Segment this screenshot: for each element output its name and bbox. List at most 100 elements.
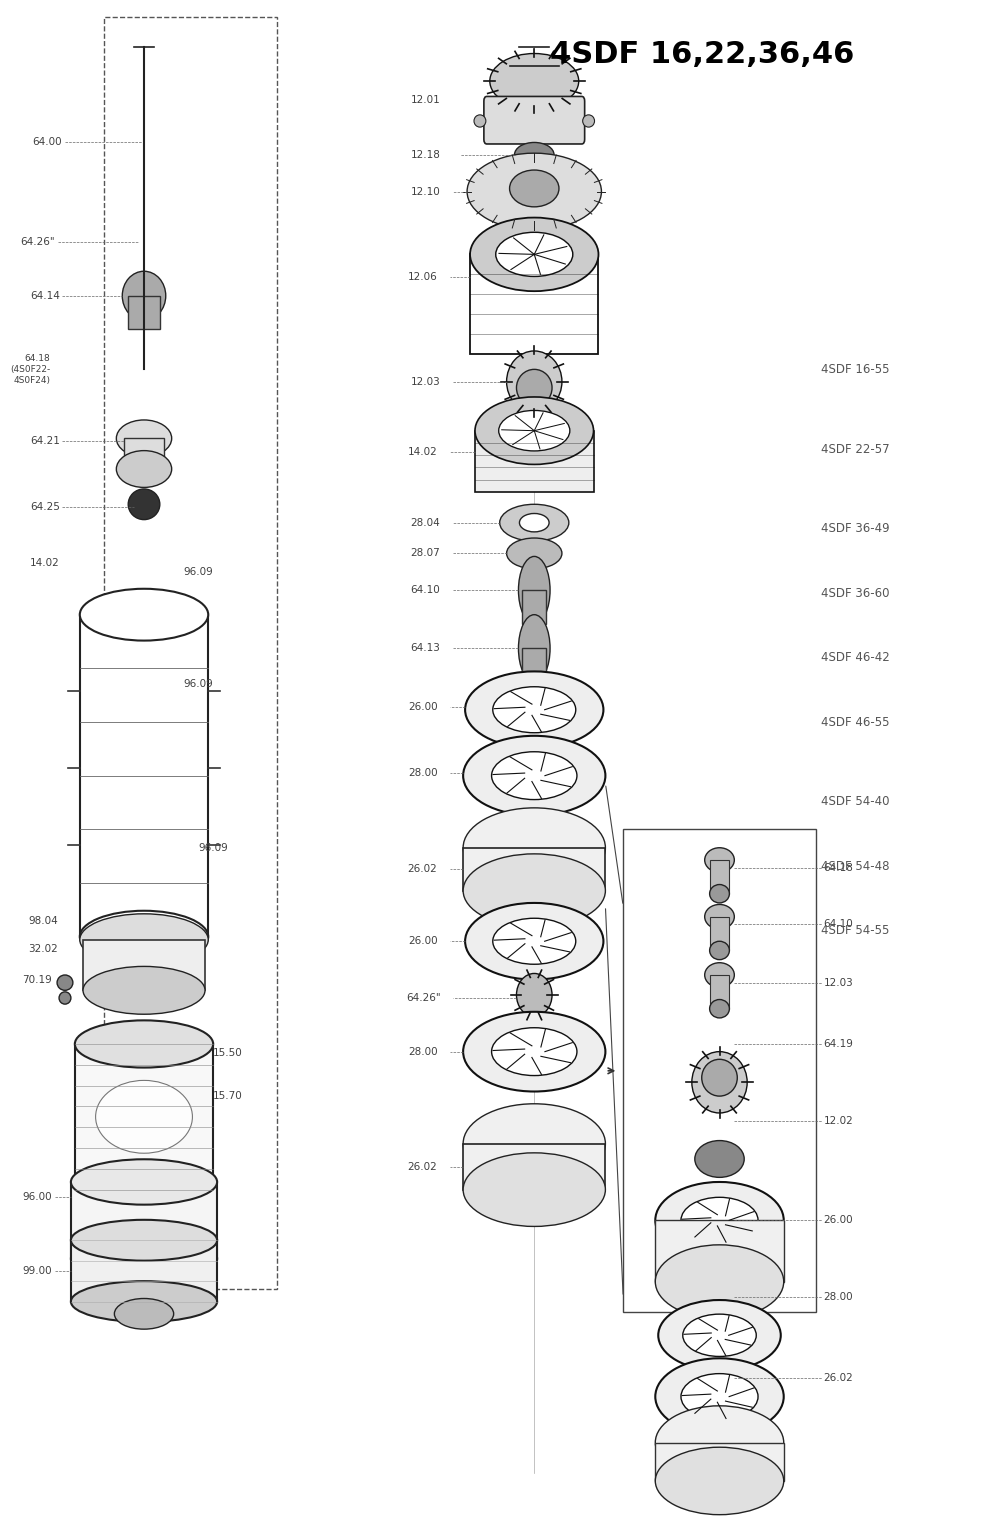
Bar: [710, 917, 729, 951]
Ellipse shape: [114, 1298, 174, 1329]
Text: 64.18
(4S0F22-
4S0F24): 64.18 (4S0F22- 4S0F24): [10, 353, 50, 386]
Bar: [710, 860, 729, 894]
Bar: [124, 438, 164, 468]
Ellipse shape: [705, 905, 734, 929]
Ellipse shape: [128, 488, 160, 519]
Ellipse shape: [116, 419, 172, 456]
Ellipse shape: [519, 513, 549, 531]
Ellipse shape: [695, 1141, 744, 1178]
Bar: [470, 255, 598, 353]
Ellipse shape: [80, 911, 208, 963]
Ellipse shape: [496, 232, 573, 276]
Bar: [80, 614, 208, 937]
Ellipse shape: [463, 1012, 605, 1092]
Text: 12.06: 12.06: [408, 272, 437, 283]
Ellipse shape: [80, 914, 208, 966]
Text: 14.02: 14.02: [408, 447, 437, 458]
Text: 28.07: 28.07: [411, 548, 440, 559]
Ellipse shape: [655, 1447, 784, 1514]
Ellipse shape: [71, 1220, 217, 1261]
Text: 28.00: 28.00: [824, 1292, 853, 1303]
Text: 26.00: 26.00: [408, 702, 437, 711]
Text: 14.02: 14.02: [30, 558, 60, 567]
Ellipse shape: [518, 614, 550, 682]
Text: 4SDF 54-40: 4SDF 54-40: [821, 796, 889, 808]
Ellipse shape: [83, 966, 205, 1014]
Ellipse shape: [655, 1405, 784, 1479]
Text: 70.19: 70.19: [22, 974, 52, 985]
Text: 12.10: 12.10: [411, 186, 440, 197]
Bar: [522, 590, 546, 624]
Ellipse shape: [474, 115, 486, 127]
Ellipse shape: [463, 1154, 605, 1226]
Ellipse shape: [510, 170, 559, 207]
Ellipse shape: [515, 143, 554, 167]
Ellipse shape: [710, 885, 729, 903]
Ellipse shape: [658, 1299, 781, 1370]
Bar: [463, 848, 605, 891]
Ellipse shape: [467, 154, 601, 230]
Text: 32.02: 32.02: [28, 945, 58, 954]
Text: 64.21: 64.21: [30, 436, 60, 447]
Bar: [71, 1183, 217, 1258]
Text: 4SDF 46-42: 4SDF 46-42: [821, 651, 890, 664]
Text: 64.26": 64.26": [20, 237, 55, 247]
Ellipse shape: [499, 410, 570, 452]
Ellipse shape: [470, 218, 598, 292]
Text: 12.18: 12.18: [411, 149, 440, 160]
Text: 4SDF 46-55: 4SDF 46-55: [821, 716, 889, 728]
Ellipse shape: [75, 1166, 213, 1213]
Text: 15.70: 15.70: [213, 1091, 243, 1101]
Ellipse shape: [71, 1281, 217, 1322]
Ellipse shape: [463, 736, 605, 816]
Text: 4SDF 54-48: 4SDF 54-48: [821, 860, 889, 872]
Ellipse shape: [705, 848, 734, 872]
Ellipse shape: [57, 975, 73, 991]
Text: 4SDF 16-55: 4SDF 16-55: [821, 362, 889, 376]
Ellipse shape: [710, 942, 729, 960]
Bar: [655, 1220, 784, 1281]
Bar: [83, 940, 205, 991]
Ellipse shape: [655, 1244, 784, 1318]
Text: 64.26": 64.26": [406, 992, 440, 1003]
Ellipse shape: [705, 963, 734, 988]
Ellipse shape: [507, 350, 562, 412]
Bar: [655, 1442, 784, 1481]
Text: 28.00: 28.00: [408, 1046, 437, 1057]
Text: 26.02: 26.02: [408, 865, 437, 874]
Text: 4SDF 36-49: 4SDF 36-49: [821, 522, 889, 536]
Text: 28.00: 28.00: [408, 768, 437, 777]
Text: 96.00: 96.00: [23, 1192, 52, 1203]
Ellipse shape: [71, 1236, 217, 1281]
Ellipse shape: [475, 396, 594, 464]
Text: 64.25: 64.25: [30, 502, 60, 513]
Ellipse shape: [681, 1373, 758, 1419]
Text: 64.13: 64.13: [411, 644, 440, 653]
FancyBboxPatch shape: [484, 97, 585, 144]
Text: 12.02: 12.02: [824, 1115, 853, 1126]
Ellipse shape: [681, 1197, 758, 1243]
Ellipse shape: [71, 1160, 217, 1204]
Bar: [623, 829, 816, 1312]
Text: 4SDF 54-55: 4SDF 54-55: [821, 925, 889, 937]
Ellipse shape: [516, 974, 552, 1017]
Ellipse shape: [122, 272, 166, 321]
Ellipse shape: [463, 854, 605, 928]
Text: 64.10: 64.10: [411, 585, 440, 594]
Ellipse shape: [465, 671, 603, 748]
Ellipse shape: [500, 504, 569, 541]
Text: 26.02: 26.02: [408, 1161, 437, 1172]
Text: 26.00: 26.00: [408, 937, 437, 946]
Ellipse shape: [516, 369, 552, 406]
Ellipse shape: [465, 903, 603, 980]
Text: 64.10: 64.10: [824, 920, 853, 929]
Ellipse shape: [583, 115, 595, 127]
Text: 4SDF 16,22,36,46: 4SDF 16,22,36,46: [550, 40, 854, 69]
Text: 28.04: 28.04: [411, 518, 440, 528]
Bar: [475, 430, 594, 492]
Text: 64.18: 64.18: [824, 863, 854, 872]
Ellipse shape: [655, 1358, 784, 1435]
Text: 64.00: 64.00: [32, 137, 62, 147]
Ellipse shape: [710, 1000, 729, 1018]
Ellipse shape: [80, 588, 208, 641]
